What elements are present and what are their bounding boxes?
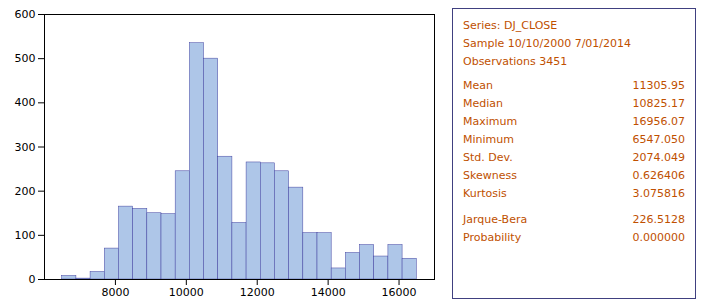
html-text:Median: Median (463, 97, 503, 110)
svg-text:400: 400 (15, 96, 36, 109)
svg-text:10000: 10000 (169, 286, 204, 299)
html-text:Series: DJ_CLOSE: Series: DJ_CLOSE (463, 19, 558, 32)
html-text:0.626406: 0.626406 (632, 169, 685, 182)
html-text:Observations 3451: Observations 3451 (463, 55, 568, 68)
html-text:Mean: Mean (463, 79, 493, 92)
svg-text:100: 100 (15, 229, 36, 242)
html-text:Kurtosis: Kurtosis (463, 187, 507, 200)
svg-text:600: 600 (15, 8, 36, 21)
html-text:2074.049: 2074.049 (632, 151, 685, 164)
html-text:3.075816: 3.075816 (632, 187, 685, 200)
html-text:Minimum: Minimum (463, 133, 514, 146)
html-text:0.000000: 0.000000 (632, 231, 685, 244)
html-text:10825.17: 10825.17 (632, 97, 685, 110)
html-text:226.5128: 226.5128 (632, 213, 685, 226)
svg-text:500: 500 (15, 52, 36, 65)
svg-text:0: 0 (29, 273, 36, 286)
html-text:Skewness: Skewness (463, 169, 517, 182)
html-text:Jarque-Bera: Jarque-Bera (463, 213, 528, 226)
html-text:Sample 10/10/2000 7/01/2014: Sample 10/10/2000 7/01/2014 (463, 37, 631, 50)
html-text:6547.050: 6547.050 (632, 133, 685, 146)
svg-text:300: 300 (15, 141, 36, 154)
svg-text:12000: 12000 (240, 286, 275, 299)
html-text:16956.07: 16956.07 (632, 115, 685, 128)
html-text:Maximum: Maximum (463, 115, 518, 128)
svg-text:8000: 8000 (101, 286, 129, 299)
html-text:11305.95: 11305.95 (632, 79, 685, 92)
svg-text:200: 200 (15, 185, 36, 198)
html-text:Std. Dev.: Std. Dev. (463, 151, 513, 164)
svg-text:16000: 16000 (382, 286, 417, 299)
svg-text:14000: 14000 (311, 286, 346, 299)
html-text:Probability: Probability (463, 231, 522, 244)
